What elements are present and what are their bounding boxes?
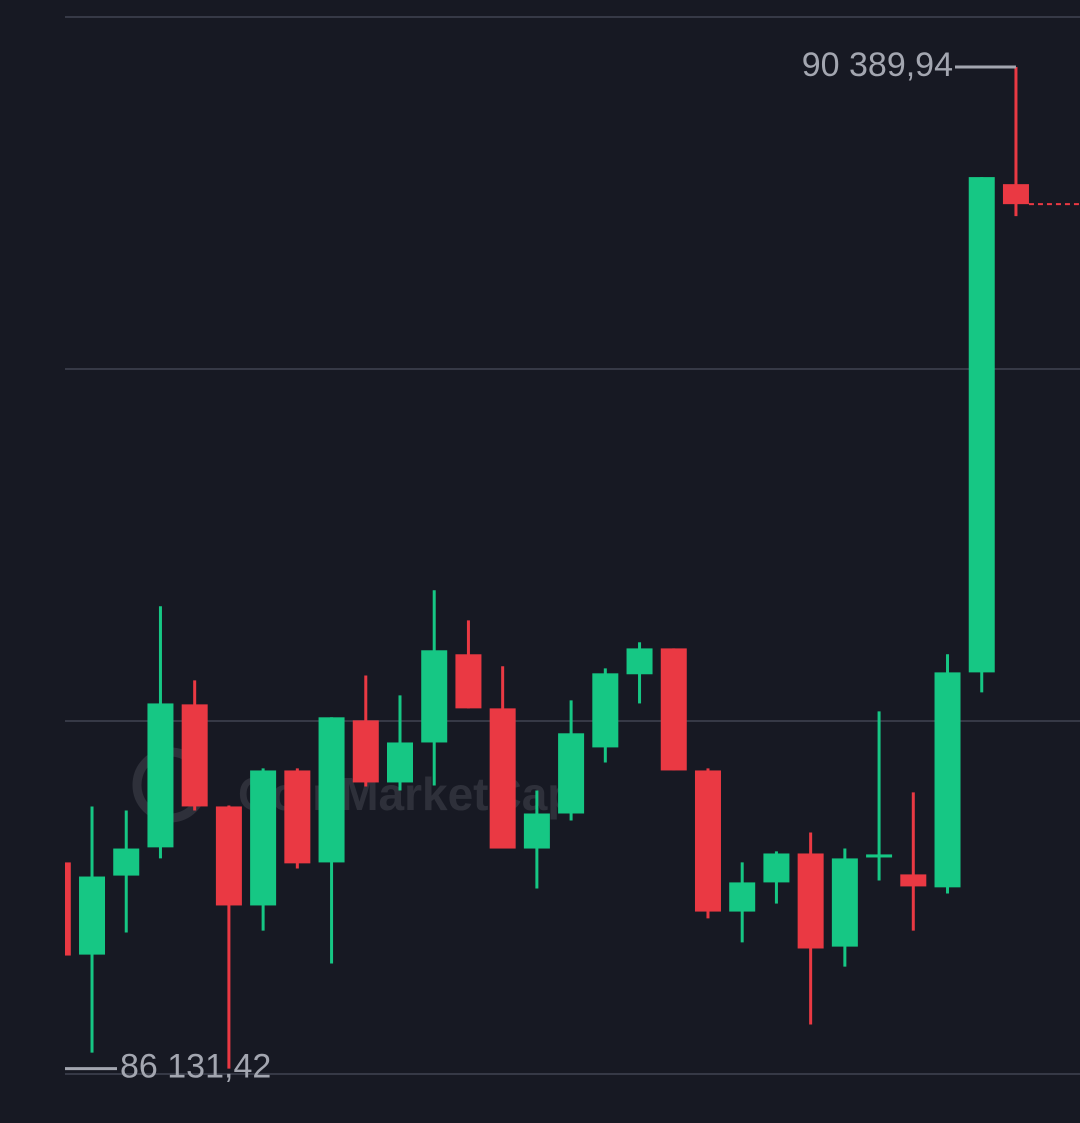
candle-body	[65, 862, 71, 956]
candle-body	[866, 854, 893, 858]
candle-body	[968, 177, 995, 673]
candle-body	[455, 654, 482, 709]
candle-body	[215, 806, 242, 906]
max-label: 90 389,94	[802, 46, 953, 84]
candle-body	[284, 770, 311, 864]
candle-body	[421, 650, 448, 743]
candle-body	[592, 673, 619, 748]
min-label: 86 131,42	[120, 1048, 271, 1086]
candle-body	[523, 813, 550, 849]
candle-body	[181, 704, 208, 807]
candle-body	[763, 853, 790, 883]
candles	[65, 67, 1029, 1069]
candle-body	[558, 733, 585, 814]
candle-body	[1002, 184, 1029, 205]
candle-body	[352, 720, 379, 783]
candle-body	[729, 882, 756, 912]
candle-body	[900, 874, 927, 887]
candle-body	[831, 858, 858, 947]
candle-body	[318, 717, 345, 863]
candle-body	[797, 853, 824, 949]
candle-body	[387, 742, 413, 783]
candle-body	[626, 648, 653, 675]
candle-body	[660, 648, 687, 771]
candle-body	[694, 770, 721, 912]
candle-body	[934, 672, 961, 888]
candle-body	[79, 876, 106, 955]
candle-body	[113, 848, 140, 876]
candle-body	[489, 708, 516, 849]
candle-body	[250, 770, 277, 906]
candle-body	[147, 703, 174, 848]
